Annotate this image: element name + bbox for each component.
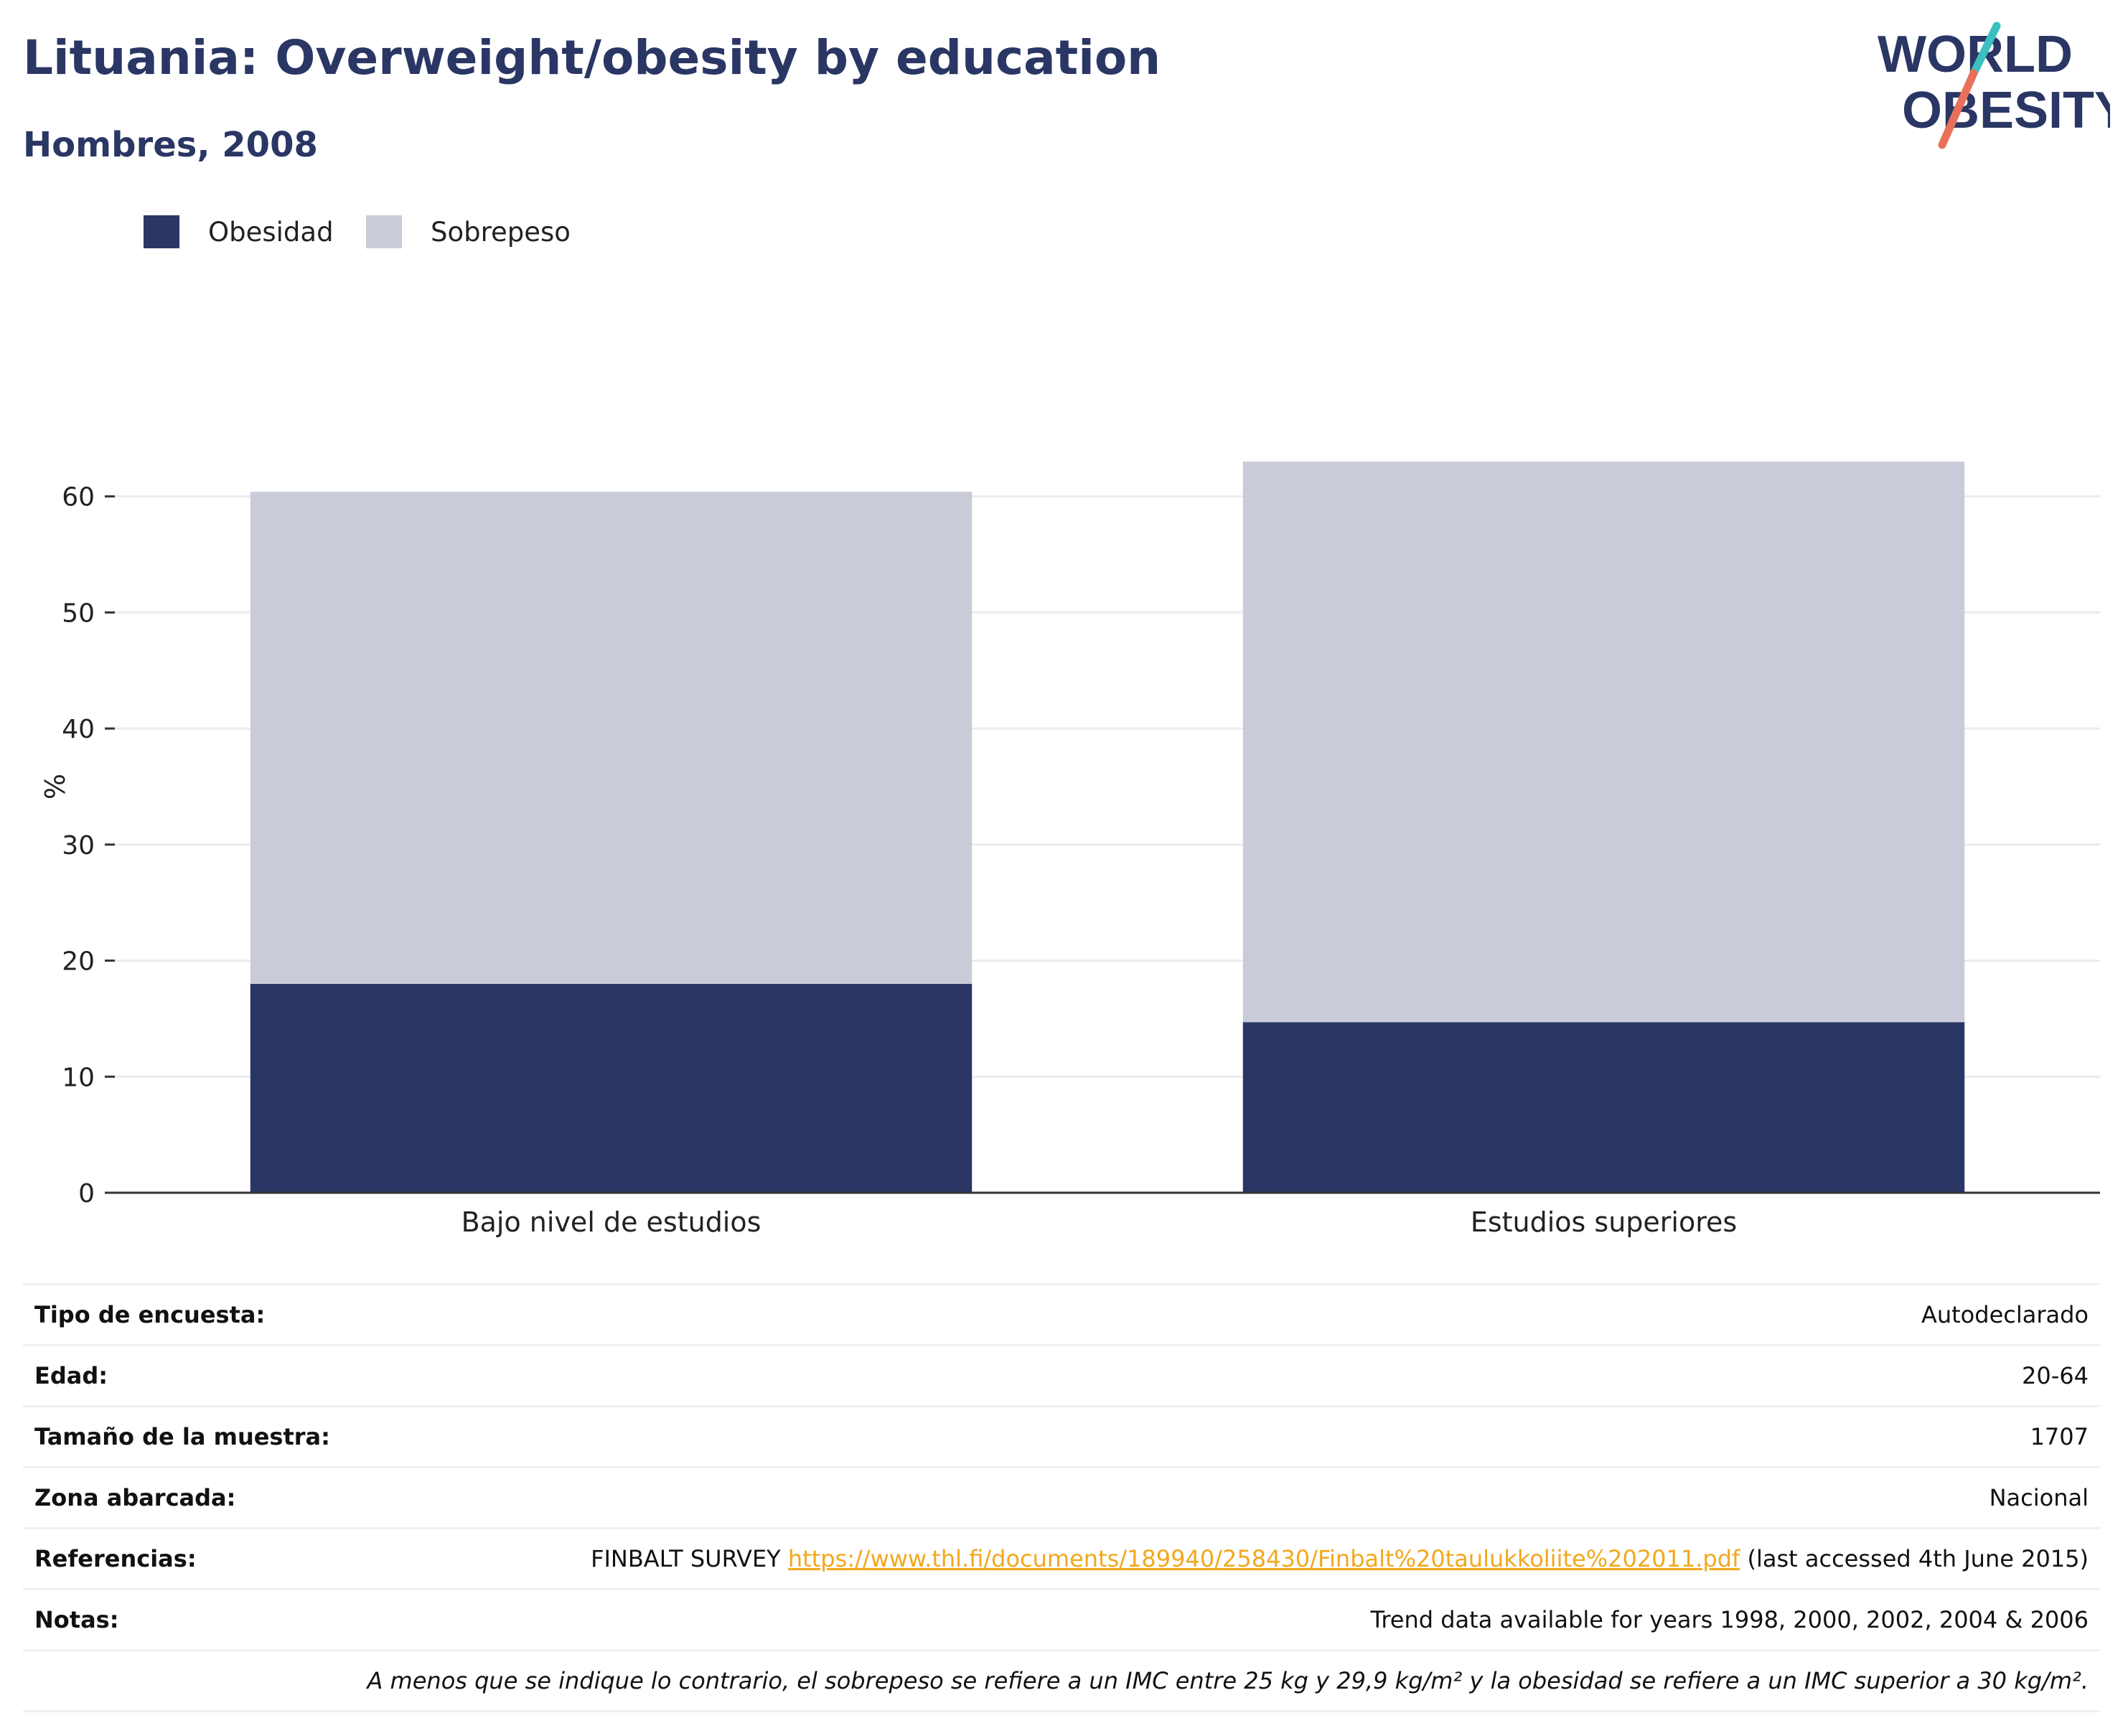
y-axis-ticks: 0 10 20 30 40 50 60 — [62, 483, 115, 1209]
info-value-references: FINBALT SURVEY https://www.thl.fi/docume… — [591, 1545, 2089, 1572]
chart-subtitle: Hombres, 2008 — [23, 125, 318, 165]
x-axis-labels: Bajo nivel de estudios Estudios superiore… — [461, 1206, 1738, 1238]
info-value: Autodeclarado — [1921, 1301, 2089, 1328]
info-key-notes: Notas: — [34, 1606, 119, 1633]
bar-obesity[interactable] — [250, 983, 973, 1193]
bar-overweight[interactable] — [1242, 461, 1965, 1023]
y-tick-label: 50 — [62, 599, 95, 628]
info-key: Zona abarcada: — [34, 1484, 236, 1511]
y-tick-label: 0 — [78, 1179, 95, 1209]
y-tick-label: 40 — [62, 715, 95, 744]
legend-swatch-obesity — [144, 215, 179, 248]
info-row-notes: Notas: Trend data available for years 19… — [23, 1588, 2100, 1649]
stacked-bar-chart: 0 10 20 30 40 50 60 Bajo nivel de estudios Estu… — [38, 461, 2100, 1238]
footnote-row: A menos que se indique lo contrario, el … — [23, 1649, 2100, 1712]
logo-word-obesity: OBESITY — [1902, 82, 2110, 139]
info-value-notes: Trend data available for years 1998, 200… — [1370, 1606, 2089, 1633]
info-value: 20-64 — [2022, 1362, 2089, 1389]
info-row-references: Referencias: FINBALT SURVEY https://www.… — [23, 1527, 2100, 1588]
info-value: 1707 — [2030, 1423, 2089, 1450]
x-category-label: Bajo nivel de estudios — [461, 1206, 761, 1238]
info-value: Nacional — [1989, 1484, 2089, 1511]
reference-prefix: FINBALT SURVEY — [591, 1545, 788, 1572]
y-axis-label: % — [38, 774, 70, 799]
y-tick-label: 20 — [62, 947, 95, 977]
y-tick-label: 30 — [62, 831, 95, 860]
info-row: Tipo de encuesta: Autodeclarado — [23, 1283, 2100, 1344]
chart-title: Lituania: Overweight/obesity by educatio… — [23, 30, 1161, 85]
logo-slash-teal — [1969, 22, 2001, 78]
reference-link[interactable]: https://www.thl.fi/documents/189940/2584… — [787, 1545, 1740, 1572]
bar-obesity[interactable] — [1242, 1022, 1965, 1193]
reference-suffix: (last accessed 4th June 2015) — [1740, 1545, 2089, 1572]
x-category-label: Estudios superiores — [1471, 1206, 1737, 1238]
y-tick-label: 10 — [62, 1063, 95, 1092]
world-obesity-logo: WORLD OBESITY — [1878, 22, 2110, 149]
info-key: Tipo de encuesta: — [34, 1301, 266, 1328]
info-row: Tamaño de la muestra: 1707 — [23, 1405, 2100, 1466]
legend-label-overweight: Sobrepeso — [431, 217, 571, 248]
logo-slash-coral — [1938, 69, 1978, 149]
footnote: A menos que se indique lo contrario, el … — [367, 1667, 2089, 1694]
legend-swatch-overweight — [366, 215, 402, 248]
info-key: Edad: — [34, 1362, 108, 1389]
info-key: Tamaño de la muestra: — [34, 1423, 330, 1450]
bars — [250, 461, 1965, 1193]
y-tick-label: 60 — [62, 483, 95, 512]
info-row: Edad: 20-64 — [23, 1344, 2100, 1405]
info-key-references: Referencias: — [34, 1545, 197, 1572]
bar-overweight[interactable] — [250, 492, 973, 984]
info-table: Tipo de encuesta: Autodeclarado Edad: 20-64… — [23, 1283, 2100, 1712]
legend-label-obesity: Obesidad — [208, 217, 334, 248]
info-row: Zona abarcada: Nacional — [23, 1466, 2100, 1527]
